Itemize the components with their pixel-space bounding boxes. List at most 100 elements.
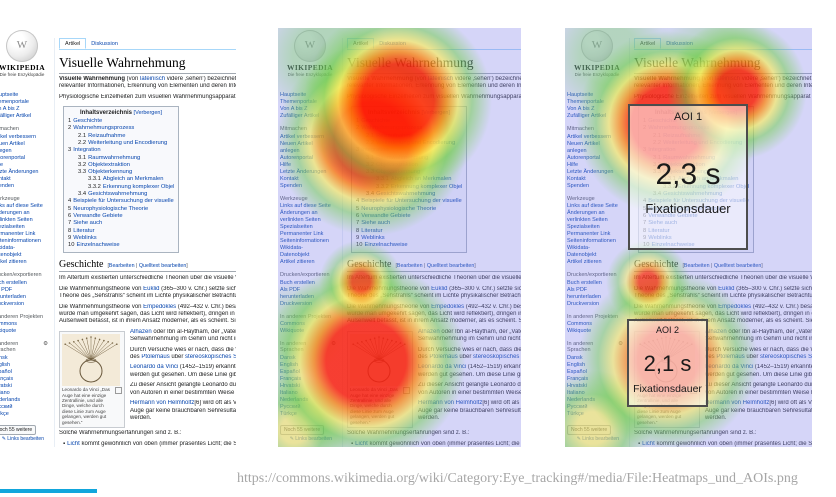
wiki-link[interactable]: Ptolemäus — [716, 353, 745, 360]
wiki-link[interactable]: Euklid — [143, 285, 160, 292]
wiki-link[interactable]: Leonardo da Vinci — [130, 364, 179, 371]
sidebar-item[interactable]: Von A bis Z — [567, 106, 595, 112]
sidebar-item[interactable]: Als PDF herunterladen — [0, 286, 26, 300]
sidebar-item[interactable]: Wikidata-Datenobjekt — [567, 245, 597, 258]
sidebar-item[interactable]: Änderungen an verlinkten Seiten — [567, 210, 608, 223]
sidebar-item[interactable]: Wikidata-Datenobjekt — [0, 245, 22, 258]
more-languages-button[interactable]: Noch 55 weitere — [567, 424, 612, 435]
sidebar-item[interactable]: Wikiquote — [0, 328, 17, 334]
sidebar-item[interactable]: Spenden — [280, 182, 303, 189]
sidebar-item[interactable]: Neuen Artikel anlegen — [0, 140, 25, 154]
wiki-link[interactable]: Euklid — [718, 285, 735, 292]
sidebar-item[interactable]: Seiteninformationen — [280, 238, 329, 244]
sidebar-item[interactable]: Wikidata-Datenobjekt — [280, 245, 310, 258]
sidebar-item[interactable]: Zufälliger Artikel — [280, 113, 320, 119]
wiki-link[interactable]: lateinisch — [140, 76, 166, 82]
sidebar-item[interactable]: Wikiquote — [280, 328, 305, 334]
edit-link[interactable]: Bearbeiten — [396, 263, 423, 270]
sidebar-item[interactable]: Links auf diese Seite — [280, 203, 331, 209]
sidebar-item[interactable]: Von A bis Z — [280, 106, 308, 112]
wiki-link[interactable]: Ptolemäus — [429, 353, 458, 360]
language-link[interactable]: Hrvatski — [567, 382, 587, 389]
sidebar-item[interactable]: Zufälliger Artikel — [567, 113, 607, 119]
sidebar-item[interactable]: Artikel zitieren — [0, 259, 27, 265]
wiki-link[interactable]: Ptolemäus — [141, 353, 170, 360]
edit-interlanguage-links[interactable]: ✎ Links bearbeiten — [576, 435, 619, 442]
language-link[interactable]: Nederlands — [0, 396, 21, 403]
sidebar-item[interactable]: Hauptseite — [280, 92, 307, 98]
language-link[interactable]: Español — [280, 368, 300, 375]
sidebar-item[interactable]: Spezialseiten — [280, 224, 313, 230]
tab-diskussion[interactable]: Diskussion — [666, 41, 693, 47]
gear-icon[interactable]: ⚙ — [43, 341, 48, 347]
sidebar-item[interactable]: Hilfe — [280, 161, 292, 168]
sidebar-item[interactable]: Autorenportal — [280, 154, 314, 161]
wiki-link[interactable]: Hermann von Helmholtz — [130, 400, 195, 407]
edit-link[interactable]: Bearbeiten — [683, 263, 710, 270]
sidebar-item[interactable]: Themenportale — [0, 99, 29, 105]
sidebar-item[interactable]: Als PDF herunterladen — [567, 286, 601, 300]
sidebar-item[interactable]: Permanenter Link — [567, 231, 611, 237]
edit-link[interactable]: Bearbeiten — [108, 263, 135, 270]
sidebar-item[interactable]: Spenden — [0, 182, 15, 189]
toc-hide-toggle[interactable]: [Verbergen] — [420, 110, 450, 117]
language-link[interactable]: Dansk — [280, 354, 296, 361]
language-link[interactable]: Hrvatski — [0, 382, 12, 389]
sidebar-item[interactable]: Kontakt — [567, 175, 586, 182]
sidebar-item[interactable]: Als PDF herunterladen — [280, 286, 314, 300]
edit-source-link[interactable]: Quelltext bearbeiten — [426, 263, 475, 270]
sidebar-item[interactable]: Änderungen an verlinkten Seiten — [280, 210, 321, 223]
leonardo-thumbnail[interactable]: Leonardo da Vinci „Das Auge hat eine ein… — [59, 330, 125, 429]
language-link[interactable]: Français — [0, 375, 14, 382]
language-link[interactable]: Türkçe — [567, 410, 584, 417]
sidebar-item[interactable]: Hauptseite — [0, 92, 19, 98]
sidebar-item[interactable]: Buch erstellen — [0, 279, 27, 286]
edit-interlanguage-links[interactable]: ✎ Links bearbeiten — [1, 435, 44, 442]
sidebar-item[interactable]: Zufälliger Artikel — [0, 113, 32, 119]
toc-hide-toggle[interactable]: [Verbergen] — [132, 110, 162, 117]
language-link[interactable]: Français — [280, 375, 302, 382]
sidebar-item[interactable]: Buch erstellen — [280, 279, 315, 286]
enlarge-icon[interactable] — [115, 387, 122, 395]
wiki-link[interactable]: Alhazen — [130, 328, 152, 335]
sidebar-item[interactable]: Artikel zitieren — [567, 259, 602, 265]
sidebar-item[interactable]: Permanenter Link — [0, 231, 36, 237]
sidebar-item[interactable]: Artikel zitieren — [280, 259, 315, 265]
sidebar-item[interactable]: Links auf diese Seite — [0, 203, 43, 209]
more-languages-button[interactable]: Noch 55 weitere — [0, 424, 37, 435]
wiki-link[interactable]: stereoskopisches Sehen — [760, 353, 812, 360]
sidebar-item[interactable]: Artikel verbessern — [280, 133, 325, 140]
wiki-link[interactable]: Hermann von Helmholtz — [705, 400, 770, 407]
wiki-link[interactable]: stereoskopisches Sehen — [185, 353, 236, 360]
language-link[interactable]: Italiano — [0, 389, 10, 396]
language-link[interactable]: Русский — [0, 403, 13, 410]
progress-bar[interactable] — [0, 489, 97, 493]
language-link[interactable]: English — [280, 361, 299, 368]
sidebar-item[interactable]: Artikel verbessern — [0, 133, 37, 140]
language-link[interactable]: Nederlands — [280, 396, 309, 403]
tab-diskussion[interactable]: Diskussion — [91, 41, 118, 47]
language-link[interactable]: Hrvatski — [280, 382, 300, 389]
sidebar-item[interactable]: Druckversion — [0, 300, 25, 307]
wiki-link[interactable]: Licht — [642, 440, 655, 447]
language-link[interactable]: Nederlands — [567, 396, 596, 403]
